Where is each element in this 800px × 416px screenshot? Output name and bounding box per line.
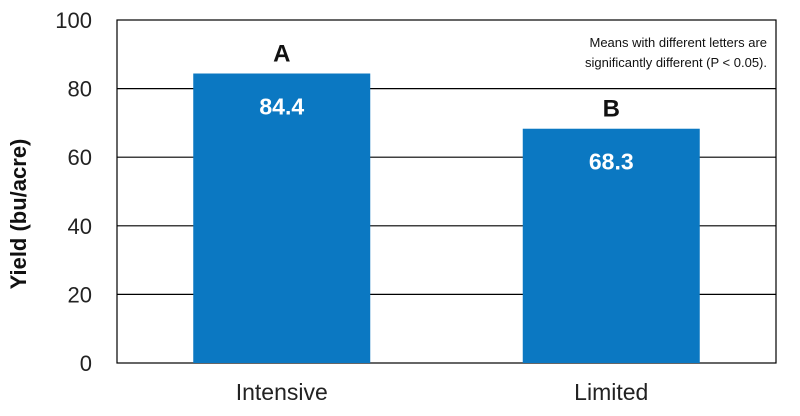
y-tick-label: 60 — [68, 145, 92, 170]
y-axis-ticks: 0 20 40 60 80 100 — [55, 8, 92, 376]
bar — [522, 128, 700, 363]
bar-value-label: 68.3 — [589, 149, 634, 175]
y-tick-label: 100 — [55, 8, 92, 33]
y-axis-label: Yield (bu/acre) — [6, 139, 31, 290]
y-tick-label: 20 — [68, 282, 92, 307]
significance-letter: A — [273, 41, 290, 68]
bar-value-label: 84.4 — [259, 94, 304, 120]
annotation-line-2: significantly different (P < 0.05). — [585, 55, 767, 70]
y-tick-label: 80 — [68, 77, 92, 102]
annotation-line-1: Means with different letters are — [589, 35, 767, 50]
x-category-label: Limited — [574, 379, 648, 405]
bars: 84.4 A 68.3 B — [193, 41, 700, 364]
bar — [193, 73, 371, 364]
x-axis-labels: Intensive Limited — [236, 379, 649, 405]
y-tick-label: 40 — [68, 214, 92, 239]
x-category-label: Intensive — [236, 379, 328, 405]
significance-letter: B — [603, 96, 620, 123]
y-tick-label: 0 — [80, 351, 92, 376]
